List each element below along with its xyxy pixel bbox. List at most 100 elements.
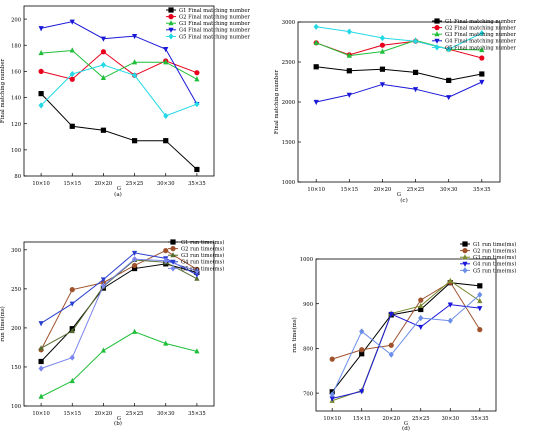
legend-label: G2 run time(ms)	[473, 248, 516, 255]
y-tick-label: 900	[303, 302, 313, 308]
series-5	[38, 256, 200, 372]
chart-panel-d: 700 800 900 1000 10×10 15×15 20×20 25×25 30×30 35…	[291, 241, 516, 432]
legend-marker	[170, 265, 176, 272]
legend-marker	[170, 259, 176, 265]
y-axis-label: run time(ms)	[291, 317, 298, 353]
chart-panel-b: 100 150 200 250 300 10×10 15×15 20×20 25×25 30×30…	[0, 239, 224, 427]
data-point	[131, 59, 138, 65]
x-tick-label: 30×30	[440, 187, 458, 193]
legend-marker	[168, 27, 174, 33]
series-line	[40, 252, 198, 324]
y-tick-label: 200	[11, 326, 21, 332]
data-point	[313, 64, 319, 70]
panel-caption: (b)	[114, 420, 122, 427]
data-point	[163, 247, 169, 254]
legend-label: G3 Final matching number	[445, 32, 516, 38]
legend-label: G3 Final matching number	[179, 21, 250, 27]
series-line	[332, 280, 481, 402]
data-point	[194, 166, 200, 173]
legend-label: G5 run time(ms)	[473, 267, 516, 274]
data-point	[359, 351, 365, 357]
data-point	[131, 72, 138, 79]
data-point	[38, 345, 44, 351]
x-tick-label: 35×35	[471, 416, 489, 422]
data-point	[477, 283, 483, 289]
data-point	[359, 347, 365, 353]
y-tick-label: 120	[11, 122, 21, 128]
legend-marker	[434, 18, 440, 24]
data-point	[446, 95, 452, 101]
legend-label: G1 run time(ms)	[181, 239, 224, 246]
data-point	[418, 324, 424, 331]
data-point	[100, 36, 107, 42]
plot-frame	[23, 5, 215, 177]
legend-label: G5 Final matching number	[179, 34, 250, 40]
data-point	[194, 275, 200, 281]
series-line	[40, 51, 198, 80]
y-tick-label: 300	[11, 248, 21, 254]
data-point	[477, 306, 483, 312]
data-point	[479, 71, 485, 77]
series-line	[316, 81, 483, 103]
x-tick-label: 30×30	[157, 181, 175, 187]
data-point	[446, 46, 452, 53]
data-point	[477, 291, 483, 298]
data-point	[359, 328, 365, 335]
data-point	[69, 354, 75, 361]
data-point	[346, 92, 352, 98]
legend-marker	[434, 25, 440, 31]
data-point	[329, 356, 335, 362]
data-point	[447, 317, 453, 324]
y-tick-label: 700	[303, 391, 313, 397]
legend-marker	[170, 246, 176, 252]
data-point	[100, 74, 107, 81]
x-axis-label: G	[397, 192, 401, 198]
series-line	[40, 250, 198, 351]
data-point	[313, 39, 319, 45]
data-point	[69, 70, 75, 78]
data-point	[379, 66, 386, 72]
data-point	[446, 77, 452, 83]
series-3	[38, 256, 200, 351]
series-line	[332, 304, 480, 399]
legend-label: G3 run time(ms)	[181, 252, 224, 259]
data-point	[194, 348, 200, 354]
legend-label: G1 Final matching number	[445, 19, 516, 25]
data-point	[131, 262, 138, 269]
plot-frame	[23, 241, 215, 407]
x-tick-label: 35×35	[188, 181, 206, 187]
x-tick-label: 35×35	[473, 187, 491, 193]
data-point	[412, 69, 419, 75]
y-tick-label: 3000	[282, 20, 295, 26]
y-tick-label: 1000	[300, 257, 313, 263]
x-tick-label: 10×10	[32, 411, 50, 417]
legend-label: G1 Final matching number	[179, 8, 250, 14]
legend-label: G2 Final matching number	[179, 15, 250, 21]
x-tick-label: 30×30	[441, 416, 459, 422]
data-point	[69, 377, 75, 384]
data-point	[38, 49, 44, 56]
y-tick-label: 200	[11, 17, 21, 23]
y-tick-label: 150	[11, 365, 21, 371]
legend-marker	[462, 248, 468, 254]
y-axis-label: run time(ms)	[0, 306, 6, 342]
x-tick-label: 30×30	[157, 411, 175, 417]
data-point	[163, 257, 169, 264]
data-point	[131, 138, 138, 144]
legend-label: G5 Final matching number	[445, 45, 516, 51]
legend: G1 run time(ms)G2 run time(ms)G3 run tim…	[168, 239, 224, 272]
plot-frame	[315, 258, 497, 412]
data-point	[100, 127, 107, 133]
x-tick-label: 15×15	[353, 416, 371, 422]
data-point	[379, 42, 386, 48]
data-point	[131, 328, 138, 334]
data-point	[69, 123, 75, 129]
legend-label: G5 run time(ms)	[181, 265, 224, 272]
series-line	[40, 93, 198, 170]
data-point	[194, 267, 200, 274]
legend-label: G2 run time(ms)	[181, 246, 224, 253]
legend-marker	[462, 241, 468, 247]
legend: G1 run time(ms)G2 run time(ms)G3 run tim…	[460, 241, 516, 274]
series-1	[313, 64, 485, 83]
